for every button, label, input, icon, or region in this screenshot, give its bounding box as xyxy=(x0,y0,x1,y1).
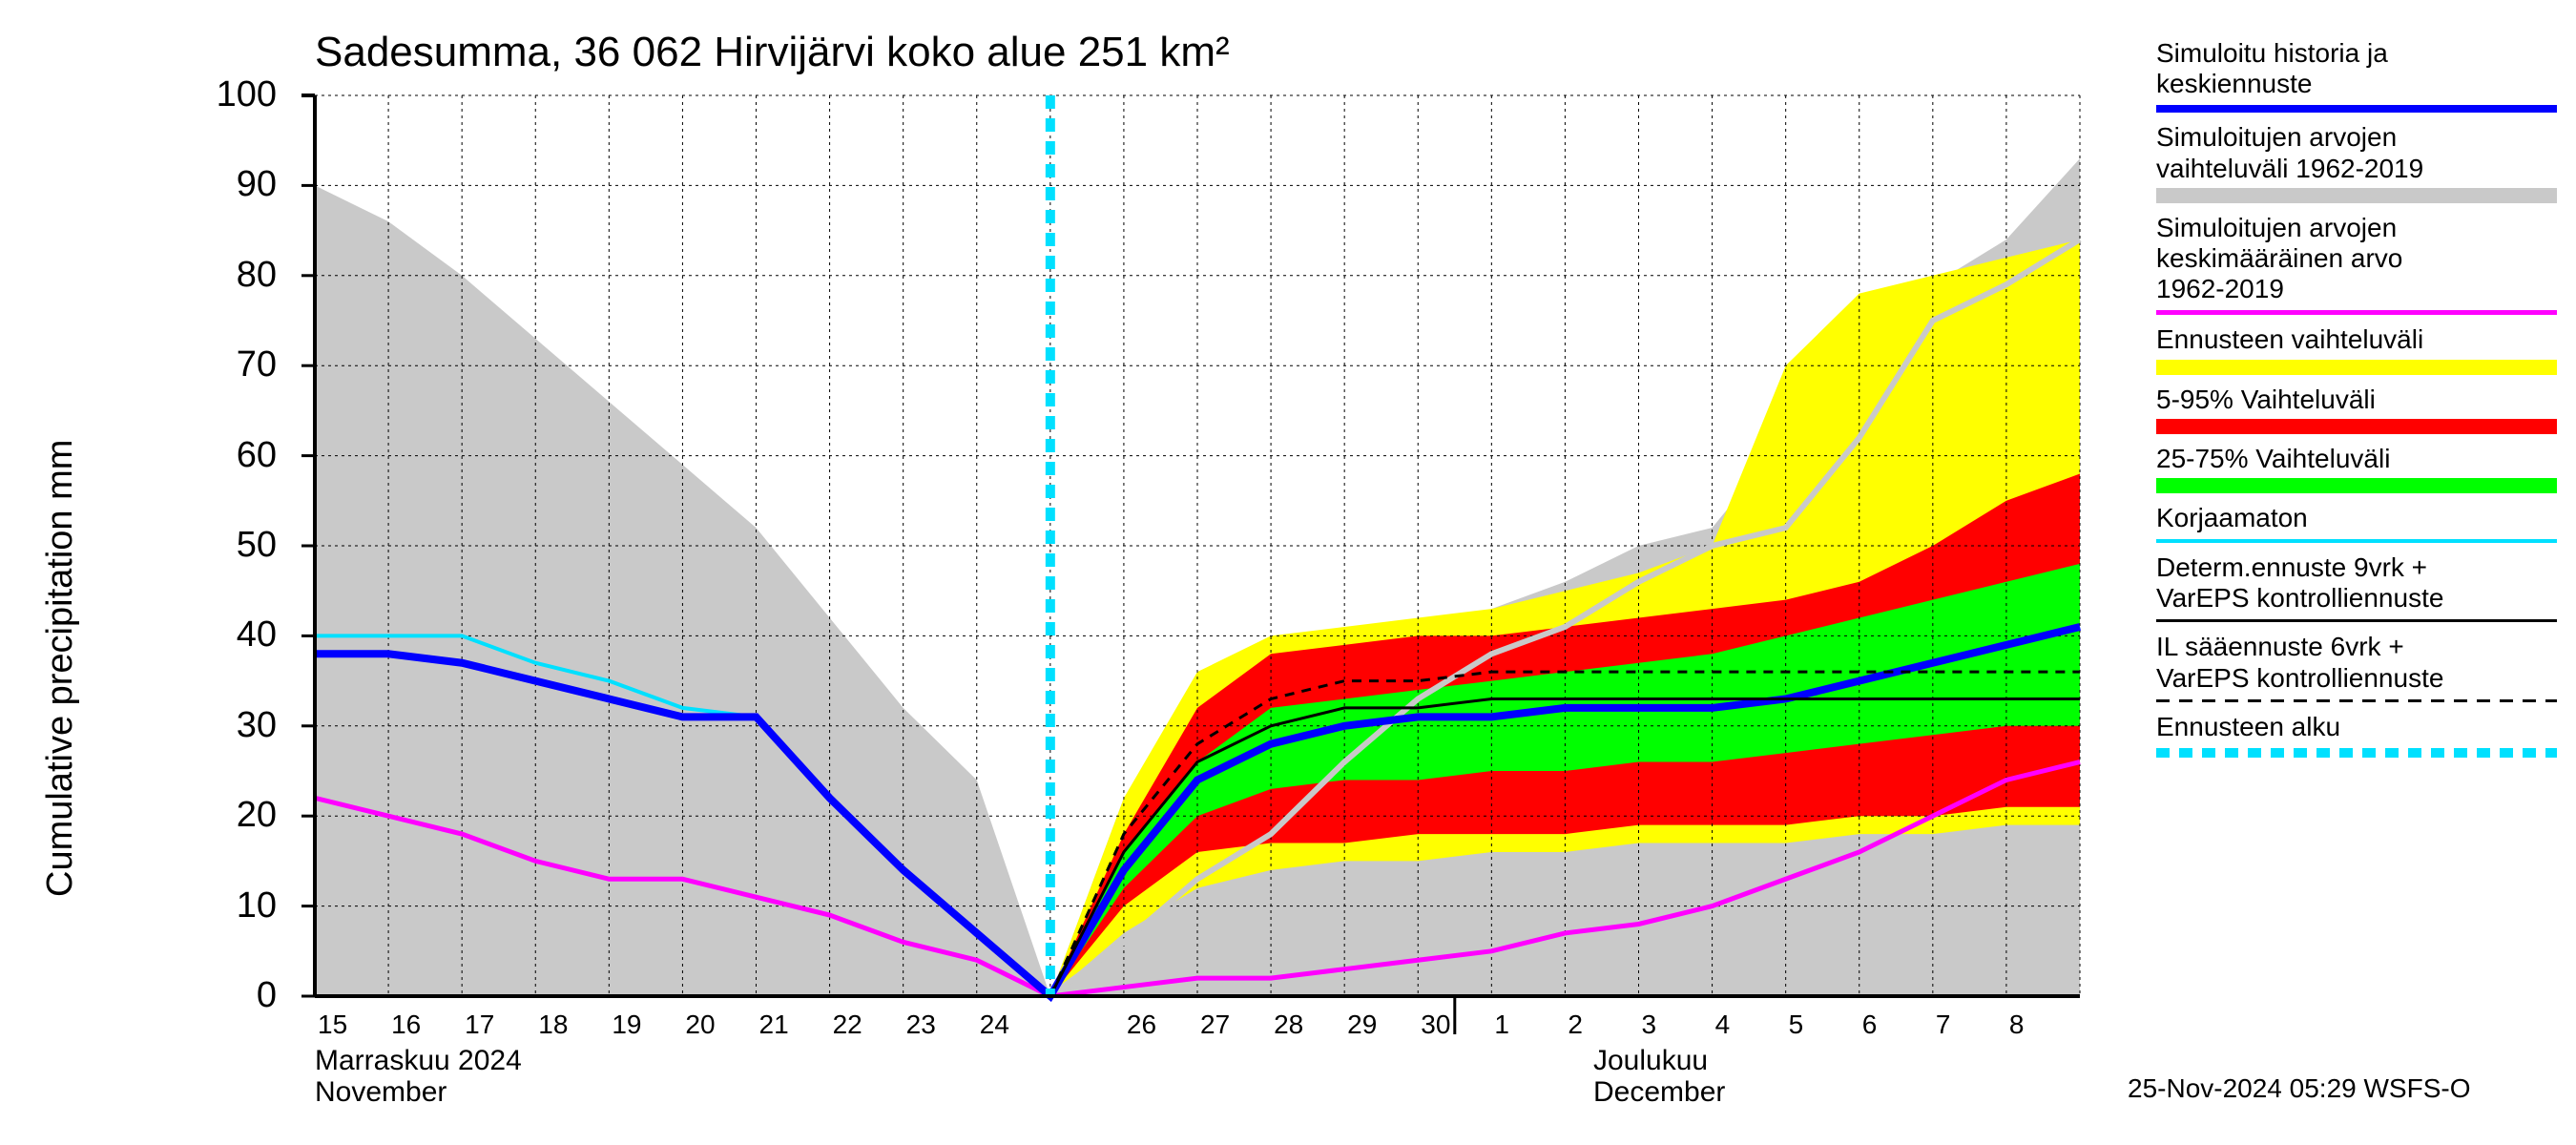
legend-item: Simuloitu historia ja keskiennuste xyxy=(2156,38,2557,113)
legend-label: Ennusteen vaihteluväli xyxy=(2156,324,2557,355)
legend-item: 25-75% Vaihteluväli xyxy=(2156,444,2557,493)
legend-label: 5-95% Vaihteluväli xyxy=(2156,385,2557,415)
legend-item: Ennusteen vaihteluväli xyxy=(2156,324,2557,374)
legend-swatch xyxy=(2156,539,2557,543)
timestamp: 25-Nov-2024 05:29 WSFS-O xyxy=(2128,1073,2471,1104)
legend: Simuloitu historia ja keskiennuste Simulo… xyxy=(2156,38,2557,767)
legend-label: Simuloitu historia ja keskiennuste xyxy=(2156,38,2557,99)
legend-label: Simuloitujen arvojen vaihteluväli 1962-2… xyxy=(2156,122,2557,183)
legend-swatch xyxy=(2156,478,2557,493)
legend-item: Determ.ennuste 9vrk + VarEPS kontrollien… xyxy=(2156,552,2557,622)
legend-item: 5-95% Vaihteluväli xyxy=(2156,385,2557,434)
legend-swatch xyxy=(2156,105,2557,113)
legend-item: Simuloitujen arvojen keskimääräinen arvo… xyxy=(2156,213,2557,316)
legend-item: IL sääennuste 6vrk + VarEPS kontrollienn… xyxy=(2156,632,2557,701)
legend-item: Simuloitujen arvojen vaihteluväli 1962-2… xyxy=(2156,122,2557,202)
legend-swatch xyxy=(2156,619,2557,622)
legend-swatch xyxy=(2156,360,2557,375)
legend-label: Ennusteen alku xyxy=(2156,712,2557,742)
legend-label: Simuloitujen arvojen keskimääräinen arvo… xyxy=(2156,213,2557,305)
legend-label: Korjaamaton xyxy=(2156,503,2557,533)
legend-swatch xyxy=(2156,748,2557,758)
legend-label: 25-75% Vaihteluväli xyxy=(2156,444,2557,474)
legend-label: IL sääennuste 6vrk + VarEPS kontrollienn… xyxy=(2156,632,2557,693)
legend-item: Korjaamaton xyxy=(2156,503,2557,543)
legend-label: Determ.ennuste 9vrk + VarEPS kontrollien… xyxy=(2156,552,2557,614)
legend-swatch xyxy=(2156,699,2557,702)
legend-swatch xyxy=(2156,310,2557,315)
legend-swatch xyxy=(2156,419,2557,434)
legend-swatch xyxy=(2156,188,2557,203)
legend-item: Ennusteen alku xyxy=(2156,712,2557,758)
